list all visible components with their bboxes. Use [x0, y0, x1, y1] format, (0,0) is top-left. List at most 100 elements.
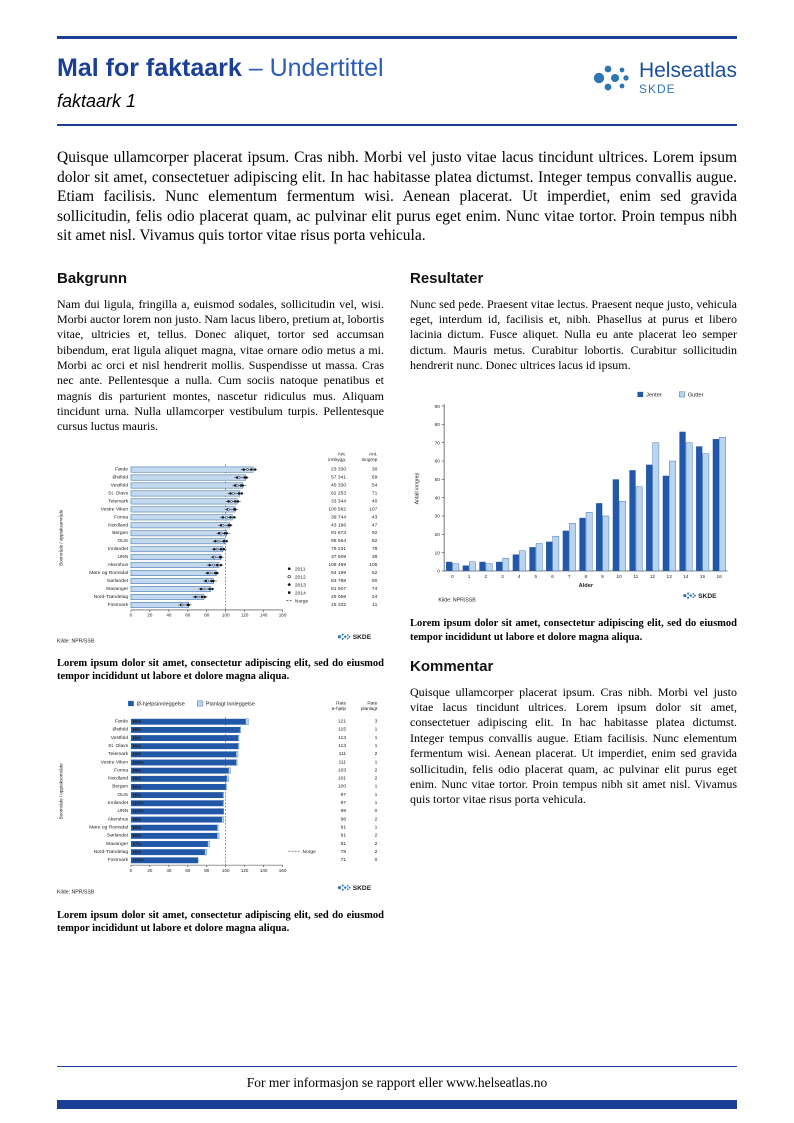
page-title: Mal for faktaark – Undertittel	[57, 53, 384, 83]
svg-text:113: 113	[338, 743, 346, 749]
svg-text:38: 38	[372, 554, 378, 560]
svg-text:Ant.: Ant.	[369, 452, 377, 458]
logo-sub: SKDE	[638, 82, 676, 96]
svg-text:121: 121	[338, 719, 346, 725]
svg-text:100: 100	[338, 784, 346, 790]
svg-text:47: 47	[372, 522, 378, 528]
svg-text:39 744: 39 744	[331, 514, 346, 520]
svg-text:40: 40	[435, 496, 441, 502]
svg-text:UNN: UNN	[117, 554, 128, 560]
svg-text:78: 78	[372, 546, 378, 552]
svg-text:80: 80	[204, 612, 210, 617]
svg-text:Nordland: Nordland	[108, 522, 128, 528]
svg-text:11: 11	[372, 602, 377, 608]
svg-text:1: 1	[375, 735, 378, 741]
svg-text:0: 0	[451, 574, 454, 580]
bakgrunn-body: Nam dui ligula, fringilla a, euismod sod…	[57, 296, 384, 434]
svg-text:160: 160	[279, 612, 287, 617]
svg-text:80: 80	[435, 422, 441, 428]
svg-text:1: 1	[375, 727, 378, 733]
svg-text:2011: 2011	[295, 566, 306, 572]
svg-text:Vestre Viken: Vestre Viken	[101, 760, 129, 766]
svg-text:Boområde / opptaksområde: Boområde / opptaksområde	[58, 763, 64, 819]
svg-text:62 253: 62 253	[331, 490, 346, 496]
svg-text:Kilde: NPR/SSB: Kilde: NPR/SSB	[438, 598, 476, 604]
svg-text:69: 69	[372, 474, 378, 480]
svg-text:Førde: Førde	[115, 466, 128, 472]
svg-text:111: 111	[339, 760, 347, 766]
footer-divider	[57, 1066, 737, 1067]
svg-text:Finnmark: Finnmark	[108, 602, 129, 608]
svg-text:4: 4	[518, 574, 521, 580]
svg-text:40: 40	[166, 868, 172, 873]
svg-text:OUS: OUS	[117, 538, 128, 544]
svg-text:23 330: 23 330	[331, 466, 346, 472]
svg-text:Møre og Romsdal: Møre og Romsdal	[89, 825, 128, 831]
svg-text:Norge: Norge	[302, 849, 316, 855]
svg-text:Ø-hjelpsinnleggelse: Ø-hjelpsinnleggelse	[137, 702, 185, 708]
svg-text:113: 113	[338, 735, 346, 741]
right-column: Resultater Nunc sed pede. Praesent vitae…	[410, 270, 737, 949]
svg-text:20: 20	[147, 868, 153, 873]
svg-text:Kilde: NPR/SSB: Kilde: NPR/SSB	[57, 638, 95, 644]
svg-text:70: 70	[435, 441, 441, 447]
svg-text:99%: 99%	[133, 744, 142, 749]
svg-text:UNN: UNN	[117, 809, 128, 815]
left-column: Bakgrunn Nam dui ligula, fringilla a, eu…	[57, 270, 384, 949]
svg-text:100%: 100%	[133, 858, 144, 863]
svg-text:111: 111	[339, 751, 347, 757]
svg-text:100 582: 100 582	[328, 506, 346, 512]
svg-text:2014: 2014	[295, 590, 306, 596]
svg-text:Østfold: Østfold	[113, 474, 129, 480]
svg-text:Innlandet: Innlandet	[108, 800, 129, 806]
svg-text:60: 60	[372, 578, 378, 584]
svg-text:96: 96	[341, 817, 347, 823]
svg-text:98%: 98%	[133, 719, 142, 724]
svg-text:Nord-Trøndelag: Nord-Trøndelag	[94, 594, 129, 600]
svg-text:99%: 99%	[133, 752, 142, 757]
page-header: Mal for faktaark – Undertittel faktaark …	[57, 36, 737, 126]
title-block: Mal for faktaark – Undertittel faktaark …	[57, 53, 384, 112]
svg-text:103: 103	[338, 768, 346, 774]
svg-text:11: 11	[633, 574, 638, 580]
svg-text:SKDE: SKDE	[353, 634, 372, 641]
svg-text:98%: 98%	[133, 817, 142, 822]
svg-text:Planlagt innleggelse: Planlagt innleggelse	[206, 702, 255, 708]
svg-text:99%: 99%	[133, 785, 142, 790]
svg-text:13: 13	[667, 574, 673, 580]
admission-type-chart: Ø-hjelpsinnleggelse Planlagt innleggelse R…	[57, 699, 384, 896]
svg-text:99%: 99%	[133, 793, 142, 798]
page-content: Mal for faktaark – Undertittel faktaark …	[57, 36, 737, 949]
svg-text:30: 30	[435, 514, 441, 520]
svg-text:Stavanger: Stavanger	[106, 586, 129, 592]
svg-text:100%: 100%	[133, 760, 144, 765]
page-subtitle: faktaark 1	[57, 91, 137, 111]
svg-text:inngrep: inngrep	[362, 457, 378, 463]
svg-text:Akershus: Akershus	[108, 562, 129, 568]
svg-text:10: 10	[435, 551, 441, 557]
svg-text:20: 20	[147, 612, 153, 617]
svg-text:1: 1	[468, 574, 471, 580]
svg-text:100: 100	[222, 868, 230, 873]
svg-text:24: 24	[372, 594, 378, 600]
svg-text:Fonna: Fonna	[114, 514, 128, 520]
svg-text:57 341: 57 341	[331, 474, 346, 480]
svg-text:2: 2	[375, 841, 378, 847]
svg-text:54 199: 54 199	[331, 570, 346, 576]
svg-text:97: 97	[341, 800, 347, 806]
svg-text:99%: 99%	[133, 825, 142, 830]
svg-text:Innlandet: Innlandet	[108, 546, 129, 552]
svg-text:83 788: 83 788	[331, 578, 346, 584]
svg-text:Møre og Romsdal: Møre og Romsdal	[89, 570, 128, 576]
svg-text:14: 14	[683, 574, 689, 580]
svg-text:15 332: 15 332	[331, 602, 346, 608]
svg-text:100: 100	[222, 612, 230, 617]
logo-text: Helseatlas SKDE	[638, 60, 737, 97]
svg-text:40: 40	[166, 612, 172, 617]
svg-text:90: 90	[435, 404, 441, 410]
svg-text:Sørlandet: Sørlandet	[107, 578, 129, 584]
svg-text:2013: 2013	[295, 582, 306, 588]
svg-text:100%: 100%	[133, 801, 144, 806]
svg-text:30: 30	[372, 466, 378, 472]
